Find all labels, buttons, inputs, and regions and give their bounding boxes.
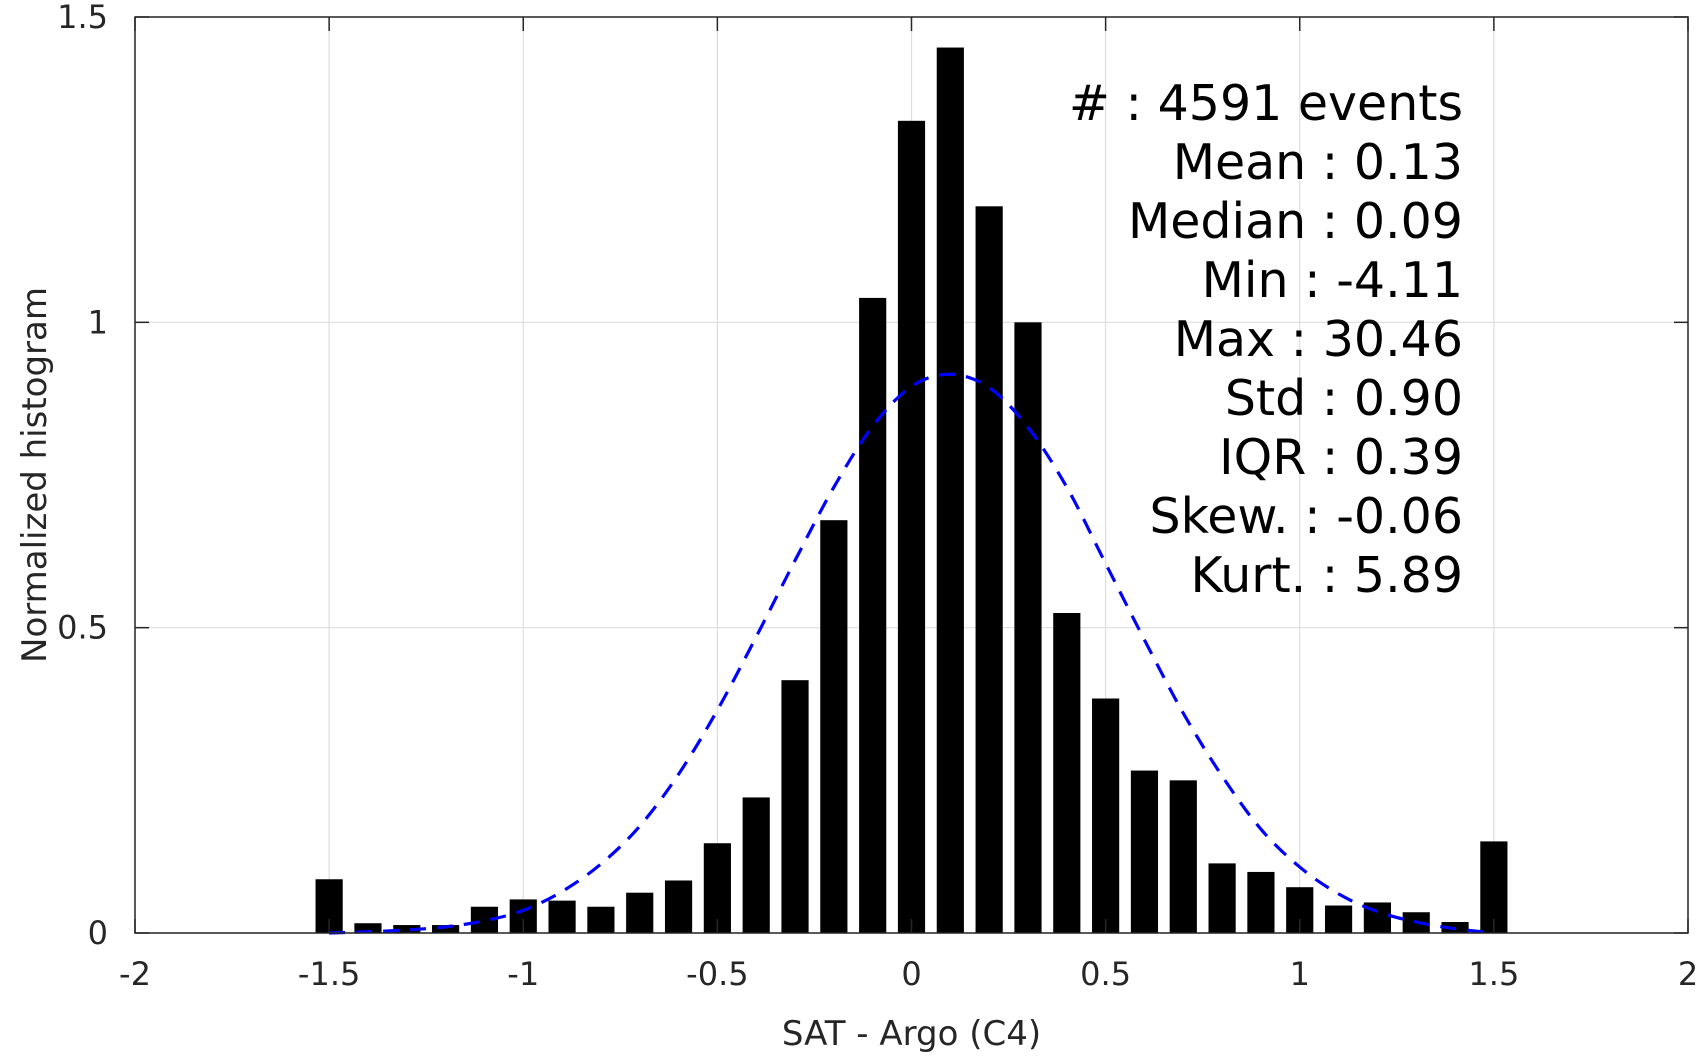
histogram-bar <box>626 892 654 933</box>
histogram-bar <box>897 120 926 933</box>
stat-line: # : 4591 events <box>1069 75 1463 132</box>
histogram-bar <box>820 520 848 933</box>
stat-line: Kurt. : 5.89 <box>1191 547 1463 604</box>
histogram-bar <box>1130 770 1159 933</box>
stat-line: IQR : 0.39 <box>1219 429 1463 486</box>
x-tick-label: 1.5 <box>1468 955 1519 993</box>
histogram-bar <box>1324 905 1353 933</box>
histogram-bar <box>1480 841 1508 933</box>
histogram-bar <box>393 925 421 933</box>
histogram-bar <box>1092 698 1120 933</box>
histogram-bar <box>548 900 576 933</box>
stat-line: Min : -4.11 <box>1202 252 1463 309</box>
stat-line: Max : 30.46 <box>1174 311 1463 368</box>
histogram-bar <box>859 297 887 933</box>
histogram-bar <box>975 206 1003 934</box>
histogram-bar <box>1247 871 1275 933</box>
histogram-bar <box>703 843 731 933</box>
histogram-bar <box>354 923 382 933</box>
stat-line: Median : 0.09 <box>1128 193 1463 250</box>
y-tick-label: 0 <box>88 914 108 952</box>
histogram-bars <box>315 47 1508 934</box>
histogram-bar <box>664 880 693 933</box>
x-tick-label: -1 <box>507 955 539 993</box>
histogram-bar <box>1053 613 1081 933</box>
x-tick-label: 0 <box>901 955 921 993</box>
x-tick-label: 2 <box>1678 955 1698 993</box>
histogram-bar <box>781 680 809 933</box>
y-tick-label: 1.5 <box>57 0 108 36</box>
x-axis-label: SAT - Argo (C4) <box>782 1014 1041 1054</box>
x-tick-label: -1.5 <box>298 955 360 993</box>
histogram-bar <box>936 47 964 934</box>
y-tick-labels: 0 0.5 1 1.5 <box>57 0 108 952</box>
stat-line: Std : 0.90 <box>1225 370 1463 427</box>
x-tick-labels: -2 -1.5 -1 -0.5 0 0.5 1 1.5 2 <box>119 955 1698 993</box>
histogram-bar <box>587 906 615 933</box>
x-tick-label: -2 <box>119 955 151 993</box>
axes-frame <box>134 16 1689 934</box>
histogram-bar <box>1014 322 1042 933</box>
histogram-bar <box>1208 863 1236 933</box>
histogram-bar <box>432 925 460 933</box>
x-tick-label: 0.5 <box>1080 955 1131 993</box>
stat-line: Skew. : -0.06 <box>1150 488 1463 545</box>
histogram-bar <box>742 797 770 933</box>
x-tick-label: 1 <box>1290 955 1310 993</box>
y-tick-label: 0.5 <box>57 609 108 647</box>
x-tick-label: -0.5 <box>686 955 748 993</box>
histogram-bar <box>1169 780 1197 933</box>
stat-line: Mean : 0.13 <box>1173 134 1463 191</box>
y-tick-label: 1 <box>88 303 108 341</box>
y-axis-label: Normalized histogram <box>15 287 55 663</box>
